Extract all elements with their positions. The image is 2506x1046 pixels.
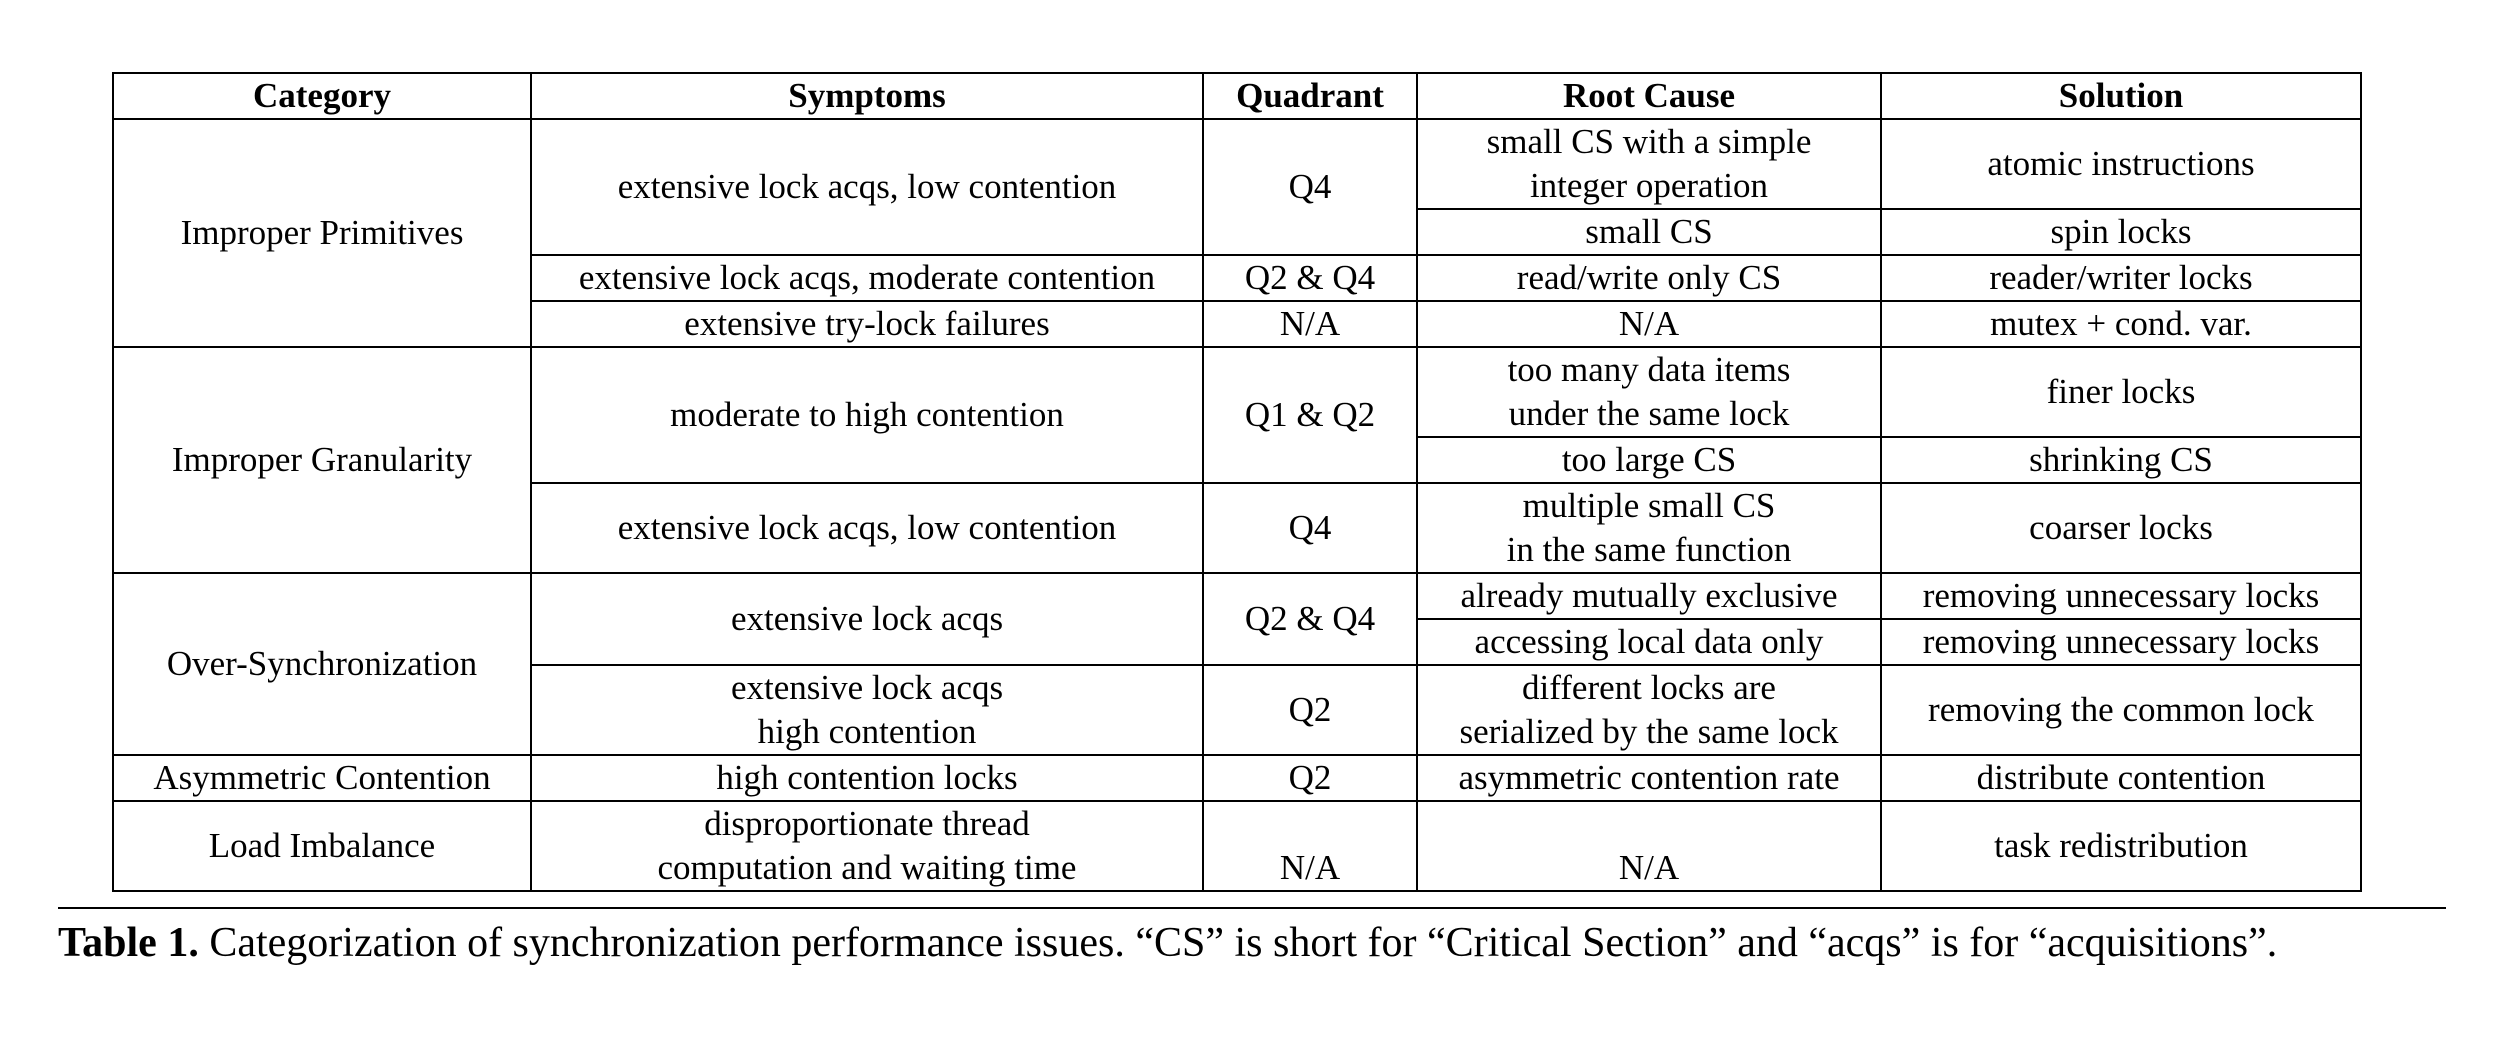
caption-divider [58, 907, 2446, 909]
root-cause-cell: already mutually exclusive [1416, 572, 1882, 620]
header-solution: Solution [1880, 72, 2362, 120]
symptom-line: computation and waiting time [657, 848, 1077, 887]
root-cause-cell: too many data items under the same lock [1416, 346, 1882, 438]
quadrant-cell: Q2 & Q4 [1202, 254, 1418, 302]
header-quadrant: Quadrant [1202, 72, 1418, 120]
category-cell: Improper Primitives [112, 118, 532, 348]
solution-cell: finer locks [1880, 346, 2362, 438]
root-cause-cell: read/write only CS [1416, 254, 1882, 302]
quadrant-cell: N/A [1202, 800, 1418, 892]
header-row: Category Symptoms Quadrant Root Cause So… [112, 72, 2362, 120]
category-cell: Over-Synchronization [112, 572, 532, 756]
quadrant-cell: Q4 [1202, 482, 1418, 574]
table-row: extensive lock acqs, low contention Q4 m… [113, 482, 2362, 574]
root-cause-line: multiple small CS [1522, 486, 1776, 525]
category-cell: Asymmetric Contention [112, 754, 532, 802]
table-row: Improper Granularity moderate to high co… [112, 346, 2362, 574]
symptom-cell: extensive lock acqs high contention [530, 664, 1204, 756]
table-row: Asymmetric Contention high contention lo… [112, 754, 2362, 802]
header-category: Category [112, 72, 532, 120]
solution-cell: removing unnecessary locks [1880, 618, 2362, 666]
solution-cell: reader/writer locks [1880, 254, 2362, 302]
table-row: accessing local data only removing unnec… [113, 618, 2362, 666]
root-cause-line: in the same function [1506, 530, 1792, 569]
root-cause-cell: different locks are serialized by the sam… [1416, 664, 1882, 756]
symptom-line: disproportionate thread [704, 804, 1030, 843]
category-cell: Load Imbalance [112, 800, 532, 892]
root-cause-line: integer operation [1529, 166, 1769, 205]
table-caption: Table 1. Categorization of synchronizati… [58, 914, 2446, 972]
solution-cell: spin locks [1880, 208, 2362, 256]
root-cause-cell: asymmetric contention rate [1416, 754, 1882, 802]
symptom-line: extensive lock acqs [730, 668, 1004, 707]
symptom-cell: extensive lock acqs, low contention [530, 118, 1204, 256]
table-row: Load Imbalance disproportionate thread co… [112, 800, 2362, 892]
root-cause-line: too many data items [1507, 350, 1791, 389]
table-row: too large CS shrinking CS [113, 436, 2362, 484]
quadrant-cell: N/A [1202, 300, 1418, 348]
table-row: Over-Synchronization extensive lock acqs… [112, 572, 2362, 756]
quadrant-cell: Q1 & Q2 [1202, 346, 1418, 484]
symptom-cell: extensive lock acqs, moderate contention [530, 254, 1204, 302]
table-row: extensive lock acqs high contention Q2 di… [113, 664, 2362, 756]
symptom-cell: extensive lock acqs, low contention [530, 482, 1204, 574]
symptom-cell: high contention locks [530, 754, 1204, 802]
symptom-line: high contention [757, 712, 977, 751]
category-cell: Improper Granularity [112, 346, 532, 574]
caption-label: Table 1. [58, 920, 199, 966]
symptom-cell: moderate to high contention [530, 346, 1204, 484]
solution-cell: atomic instructions [1880, 118, 2362, 210]
solution-cell: removing unnecessary locks [1880, 572, 2362, 620]
root-cause-cell: small CS [1416, 208, 1882, 256]
header-root-cause: Root Cause [1416, 72, 1882, 120]
quadrant-cell: Q2 [1202, 664, 1418, 756]
symptom-cell: extensive lock acqs [530, 572, 1204, 666]
table-row: extensive try-lock failures N/A N/A mute… [113, 300, 2362, 348]
table-row: extensive lock acqs, moderate contention… [113, 254, 2362, 302]
solution-cell: removing the common lock [1880, 664, 2362, 756]
solution-cell: mutex + cond. var. [1880, 300, 2362, 348]
header-symptoms: Symptoms [530, 72, 1204, 120]
root-cause-cell: N/A [1416, 300, 1882, 348]
solution-cell: shrinking CS [1880, 436, 2362, 484]
root-cause-cell: multiple small CS in the same function [1416, 482, 1882, 574]
root-cause-line: different locks are [1522, 668, 1776, 707]
solution-cell: coarser locks [1880, 482, 2362, 574]
symptom-cell: extensive try-lock failures [530, 300, 1204, 348]
root-cause-line: serialized by the same lock [1459, 712, 1839, 751]
quadrant-cell: Q4 [1202, 118, 1418, 256]
quadrant-cell: Q2 & Q4 [1202, 572, 1418, 666]
table-row: Improper Primitives extensive lock acqs,… [112, 118, 2362, 348]
caption-text: Categorization of synchronization perfor… [209, 920, 2278, 966]
categorization-table: Category Symptoms Quadrant Root Cause So… [112, 72, 2362, 892]
solution-cell: distribute contention [1880, 754, 2362, 802]
table-row: small CS spin locks [113, 208, 2362, 256]
solution-cell: task redistribution [1880, 800, 2362, 892]
root-cause-cell: accessing local data only [1416, 618, 1882, 666]
symptom-cell: disproportionate thread computation and w… [530, 800, 1204, 892]
root-cause-cell: small CS with a simple integer operation [1416, 118, 1882, 210]
root-cause-line: small CS with a simple [1486, 122, 1812, 161]
root-cause-line: under the same lock [1508, 394, 1790, 433]
root-cause-cell: too large CS [1416, 436, 1882, 484]
quadrant-cell: Q2 [1202, 754, 1418, 802]
root-cause-cell: N/A [1416, 800, 1882, 892]
